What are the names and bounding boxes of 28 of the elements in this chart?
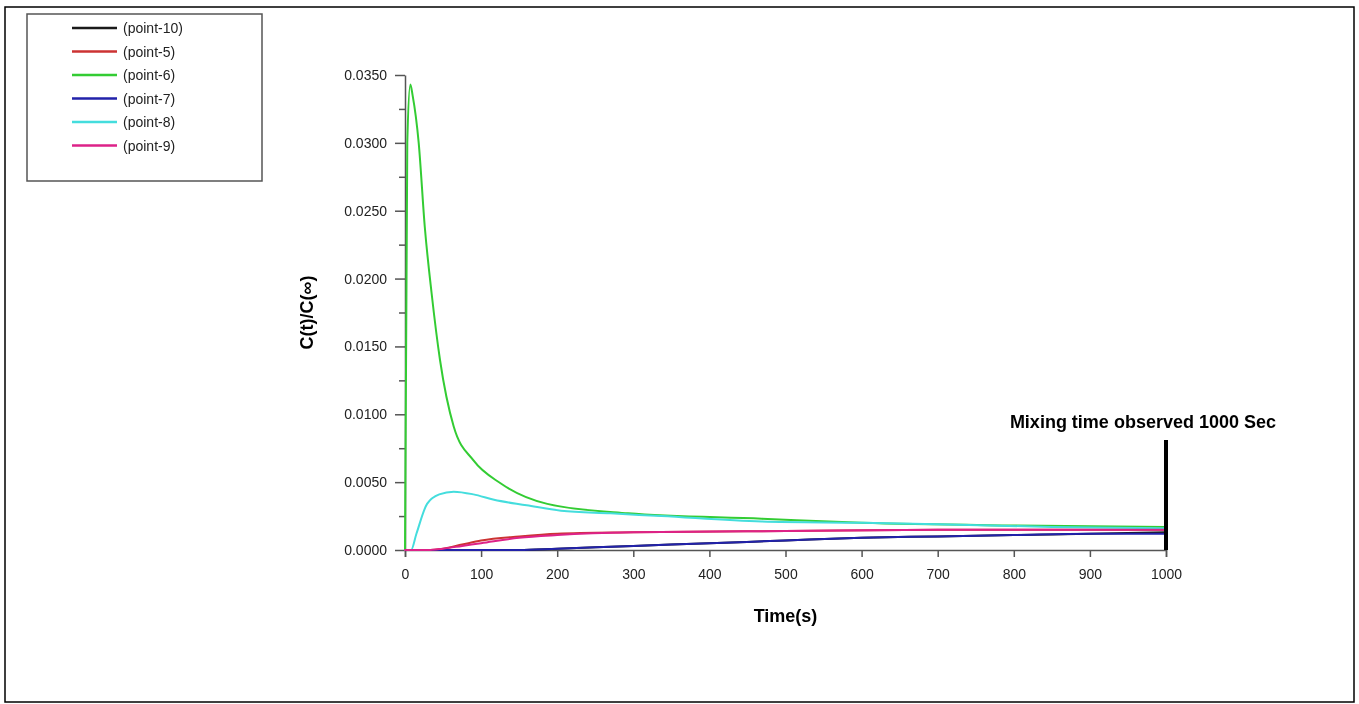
y-tick-label: 0.0100 — [344, 406, 388, 423]
legend-label: (point-7) — [123, 90, 176, 107]
x-tick-label: 300 — [622, 565, 646, 582]
x-tick-label: 0 — [401, 565, 410, 582]
x-tick-label: 600 — [850, 565, 874, 582]
legend-label: (point-10) — [123, 20, 183, 36]
y-tick-label: 0.0000 — [344, 541, 388, 558]
legend-label: (point-6) — [123, 67, 176, 83]
x-tick-label: 900 — [1078, 565, 1103, 582]
y-tick-label: 0.0050 — [344, 474, 388, 491]
y-tick-label: 0.0200 — [344, 270, 388, 287]
x-tick-label: 800 — [1002, 565, 1027, 582]
legend-label: (point-8) — [123, 114, 176, 130]
x-tick-label: 1000 — [1150, 565, 1183, 582]
x-axis-title: Time(s) — [753, 606, 818, 626]
x-tick-label: 500 — [774, 565, 798, 582]
y-tick-label: 0.0150 — [344, 338, 388, 355]
legend-label: (point-5) — [123, 43, 176, 60]
x-tick-label: 700 — [926, 565, 951, 582]
x-tick-label: 400 — [698, 565, 722, 582]
y-tick-label: 0.0350 — [344, 66, 388, 83]
y-tick-label: 0.0250 — [344, 202, 388, 219]
y-tick-label: 0.0300 — [344, 134, 388, 151]
x-tick-label: 100 — [469, 565, 494, 582]
x-tick-label: 200 — [546, 565, 570, 582]
legend-label: (point-9) — [123, 137, 176, 154]
ref-line-label: Mixing time observed 1000 Sec — [1009, 412, 1276, 432]
y-axis-title: C(t)/C(∞) — [297, 275, 317, 350]
